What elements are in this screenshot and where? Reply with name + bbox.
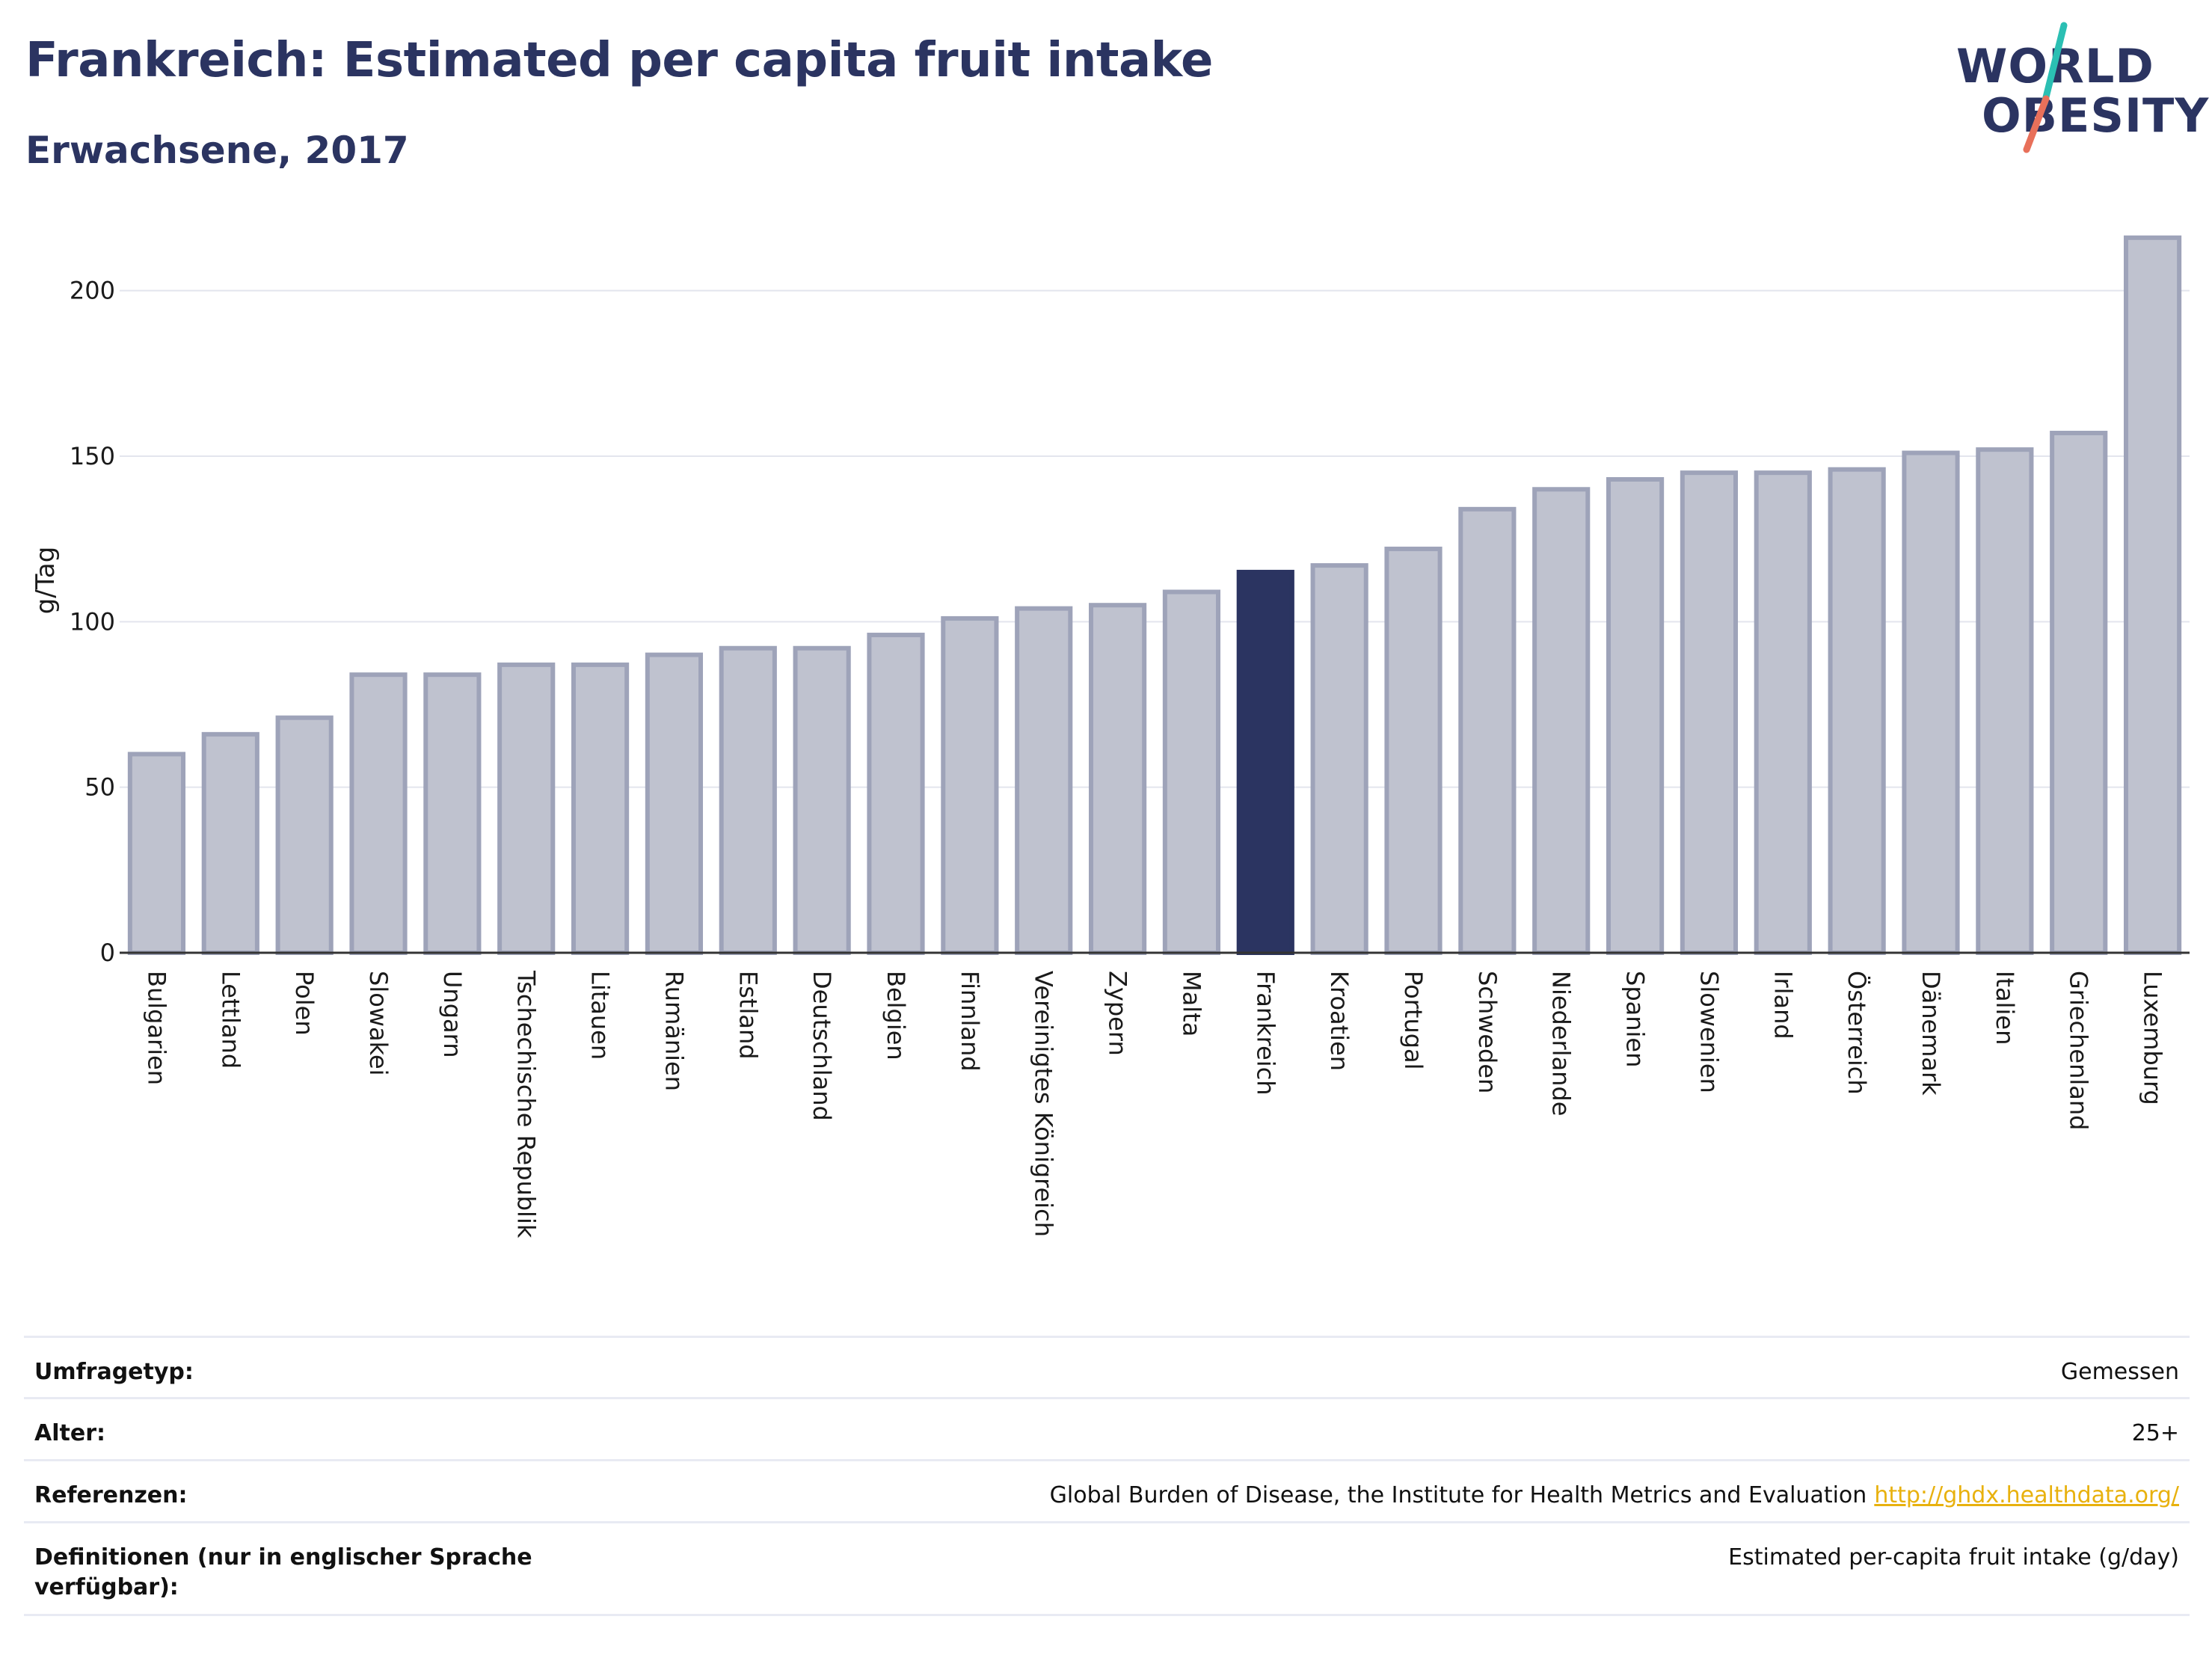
bar xyxy=(2123,235,2182,955)
x-tick-label: Österreich xyxy=(1843,971,1871,1095)
x-tick-label: Slowakei xyxy=(364,971,393,1076)
metadata-key: Alter: xyxy=(34,1420,105,1446)
x-tick-label: Spanien xyxy=(1621,971,1650,1067)
x-tick-label: Zypern xyxy=(1104,971,1132,1056)
x-tick-label: Lettland xyxy=(216,971,245,1069)
y-tick-label: 0 xyxy=(100,939,115,967)
y-tick-label: 150 xyxy=(70,442,115,470)
bar xyxy=(1384,546,1443,955)
bar xyxy=(719,645,777,955)
y-tick-label: 200 xyxy=(70,277,115,305)
bar xyxy=(1976,447,2034,955)
bar xyxy=(793,645,851,955)
bar xyxy=(349,672,408,955)
x-tick-label: Luxemburg xyxy=(2139,971,2167,1105)
bar xyxy=(1162,589,1221,955)
metadata-key: Umfragetyp: xyxy=(34,1359,194,1385)
logo-text-obesity: OBESITY xyxy=(1982,88,2210,143)
bar xyxy=(941,615,999,955)
chart-subtitle: Erwachsene, 2017 xyxy=(25,129,409,172)
metadata-row-age: Alter: 25+ xyxy=(24,1399,2190,1461)
bar xyxy=(423,672,482,955)
x-tick-label: Portugal xyxy=(1399,971,1428,1070)
logo-slash-icon xyxy=(2023,22,2068,153)
x-tick-label: Irland xyxy=(1769,971,1797,1040)
bar-chart: 0 50 100 150 200 g/Tag Bulgarien Lettland Polen S… xyxy=(31,235,2190,1238)
x-tick-label: Litauen xyxy=(586,971,615,1060)
x-tick-label: Deutschland xyxy=(808,971,836,1121)
metadata-row-references: Referenzen: Global Burden of Disease, th… xyxy=(24,1461,2190,1523)
metadata-key: Definitionen (nur in englischer Sprache … xyxy=(34,1544,532,1600)
y-tick-label: 100 xyxy=(70,607,115,636)
x-tick-label: Malta xyxy=(1177,971,1205,1037)
metadata-value: 25+ xyxy=(2131,1420,2179,1446)
metadata-value: Global Burden of Disease, the Institute … xyxy=(1050,1481,2179,1511)
x-tick-label: Belgien xyxy=(882,971,910,1060)
x-tick-label: Kroatien xyxy=(1325,971,1354,1071)
reference-link[interactable]: http://ghdx.healthdata.org/ xyxy=(1874,1482,2179,1508)
metadata-row-survey-type: Umfragetyp: Gemessen xyxy=(24,1338,2190,1399)
bar xyxy=(497,662,556,955)
bar xyxy=(1680,470,1739,955)
bar xyxy=(275,715,334,955)
bar xyxy=(127,752,186,956)
metadata-value: Gemessen xyxy=(2060,1359,2179,1385)
x-tick-label: Estland xyxy=(734,971,762,1060)
chart-title: Frankreich: Estimated per capita fruit i… xyxy=(25,33,1213,88)
x-tick-label: Schweden xyxy=(1473,971,1502,1093)
metadata-value: Estimated per-capita fruit intake (g/day… xyxy=(1728,1544,2179,1570)
x-tick-label: Dänemark xyxy=(1917,971,1945,1096)
x-tick-label: Tschechische Republik xyxy=(512,970,541,1238)
x-tick-label: Griechenland xyxy=(2065,971,2093,1130)
x-tick-label: Vereinigtes Königreich xyxy=(1030,971,1058,1237)
bar xyxy=(1310,563,1368,955)
y-axis-title: g/Tag xyxy=(31,547,61,615)
metadata-table: Umfragetyp: Gemessen Alter: 25+ Referenz… xyxy=(24,1336,2190,1616)
bar xyxy=(1606,476,1665,955)
bar xyxy=(1236,569,1294,956)
metadata-key: Referenzen: xyxy=(34,1482,188,1508)
bar xyxy=(1828,467,1886,955)
x-tick-label: Niederlande xyxy=(1547,971,1576,1116)
x-tick-label: Finnland xyxy=(956,971,984,1072)
bar xyxy=(1458,506,1517,955)
x-tick-label: Italien xyxy=(1991,971,2019,1045)
x-tick-label: Bulgarien xyxy=(142,971,170,1085)
bar xyxy=(1015,606,1073,955)
bar xyxy=(201,731,259,956)
x-tick-label: Rumänien xyxy=(660,971,688,1091)
bar xyxy=(1902,450,1960,955)
bar xyxy=(1088,603,1147,955)
bar xyxy=(1754,470,1812,955)
x-tick-label: Ungarn xyxy=(438,971,467,1058)
x-tick-label: Polen xyxy=(290,971,319,1036)
world-obesity-logo: WORLD OBESITY xyxy=(1944,21,2208,163)
bar xyxy=(2050,431,2108,955)
metadata-row-definitions: Definitionen (nur in englischer Sprache … xyxy=(24,1523,2190,1616)
bar xyxy=(867,633,925,955)
reference-text: Global Burden of Disease, the Institute … xyxy=(1049,1482,1867,1508)
bar xyxy=(645,652,704,955)
bar xyxy=(571,662,630,955)
y-tick-label: 50 xyxy=(85,773,115,802)
bar xyxy=(1532,487,1591,955)
x-tick-label: Frankreich xyxy=(1251,971,1279,1096)
x-tick-label: Slowenien xyxy=(1695,971,1723,1093)
